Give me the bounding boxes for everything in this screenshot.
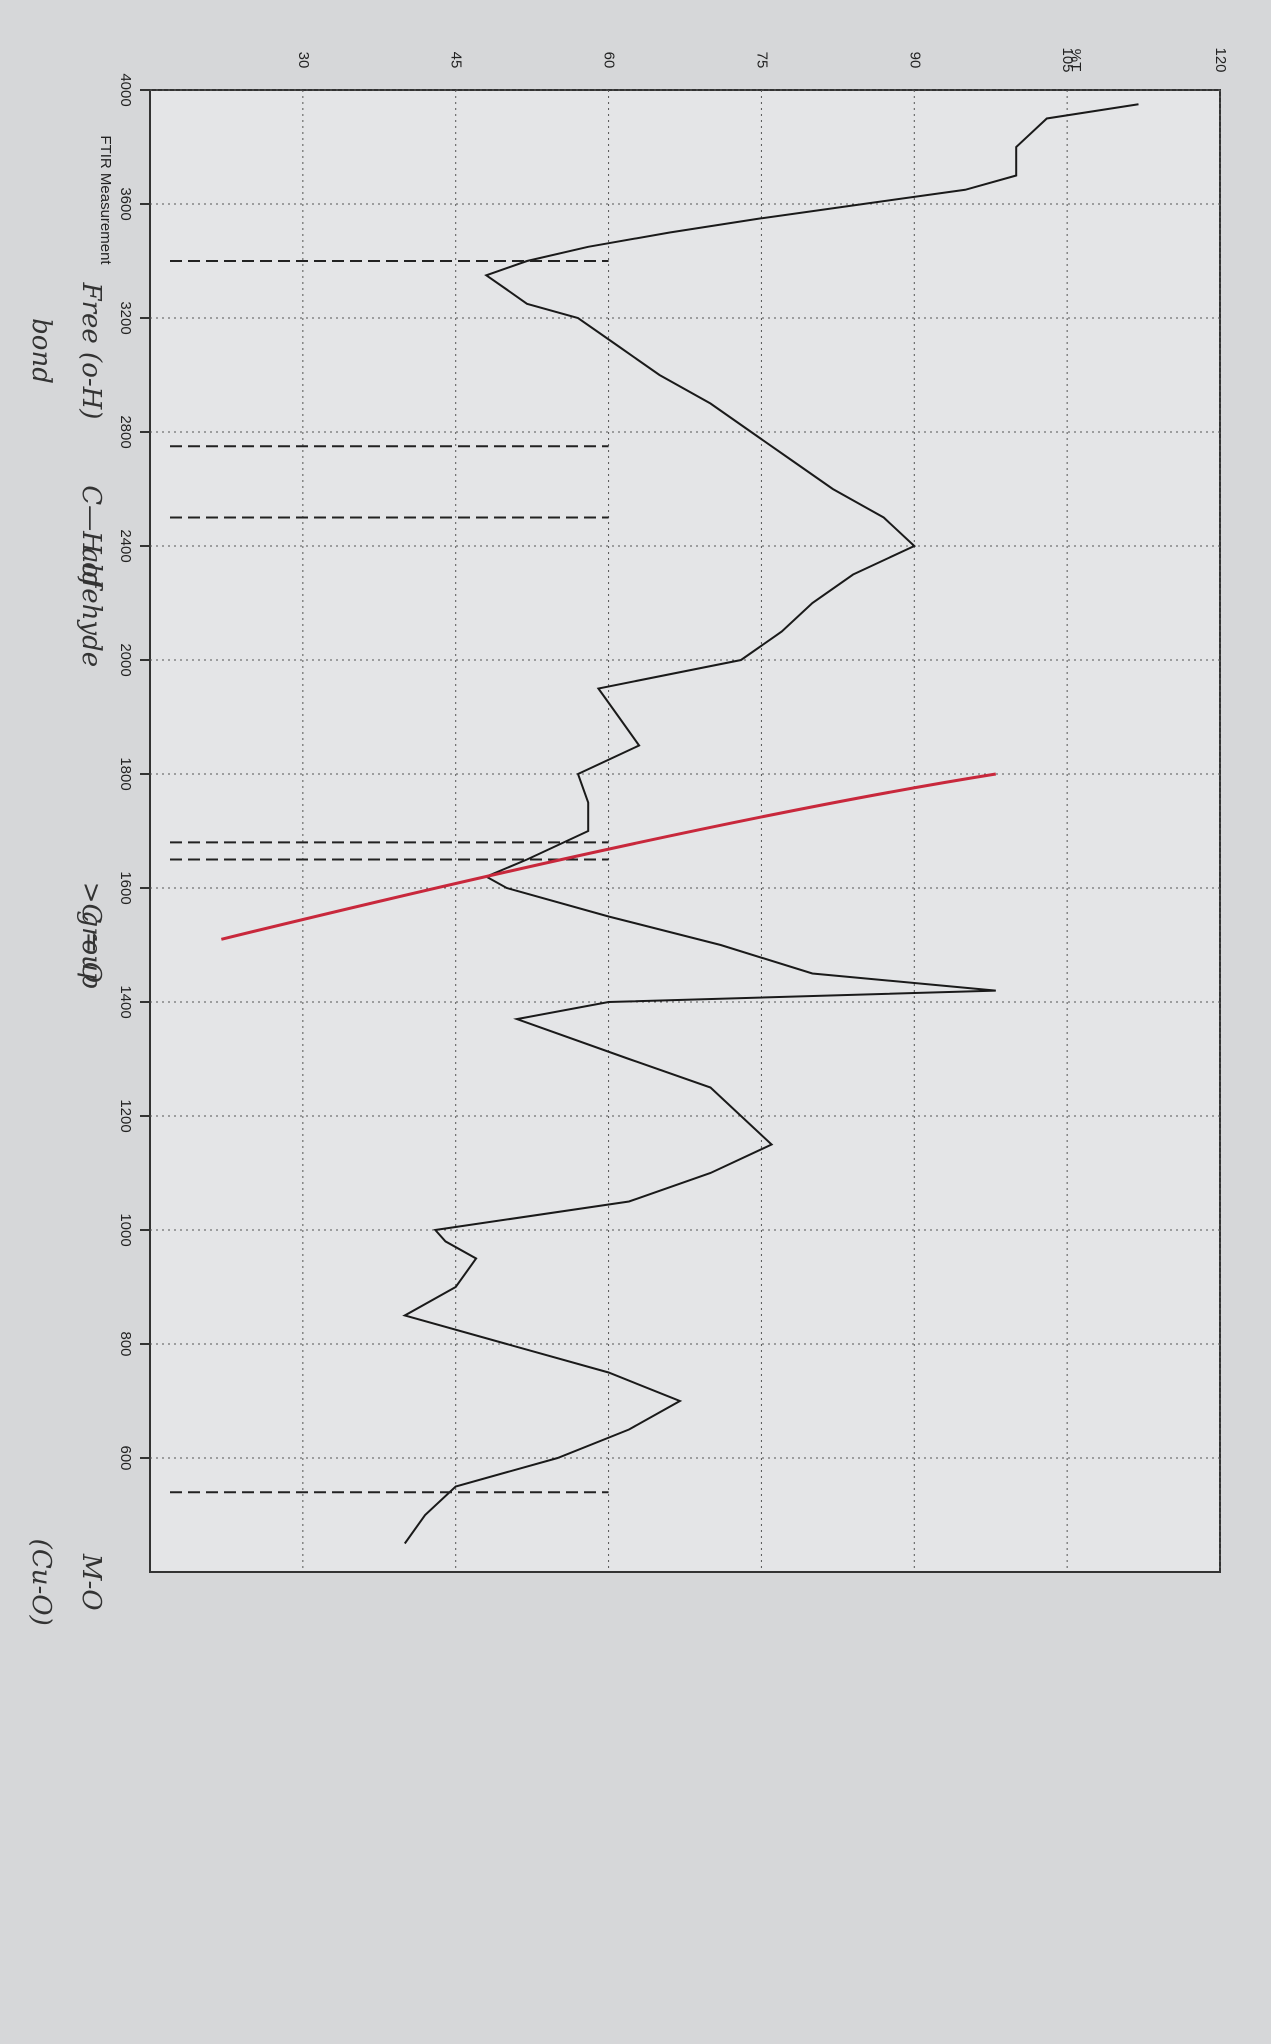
y-tick-label: 120 [1212,47,1229,72]
y-tick-label: 105 [1059,47,1076,72]
x-tick-label: 600 [117,1445,134,1470]
annotation: Free (o-H) [76,282,106,420]
annotation: aldehyde [76,548,106,667]
x-tick-label: 800 [117,1331,134,1356]
x-tick-label: 4000 [117,73,134,106]
y-tick-label: 75 [753,52,770,69]
plot-frame [150,90,1220,1572]
x-tick-label: 1600 [117,871,134,904]
annotation: M-O [76,1553,106,1611]
x-tick-label: 1400 [117,985,134,1018]
x-tick-label: 1800 [117,757,134,790]
annotation: group [76,910,106,988]
x-tick-label: 3600 [117,187,134,220]
chart-title: FTIR Measurement [97,135,114,265]
x-tick-label: 3200 [117,301,134,334]
chart: FTIR Measurement %T 30456075901051204000… [0,0,1271,2044]
x-tick-label: 2000 [117,643,134,676]
y-tick-label: 45 [448,52,465,69]
y-tick-label: 60 [601,52,618,69]
x-tick-label: 1200 [117,1099,134,1132]
page: {"chart_data": {"type": "ftir", "title":… [0,0,1271,2044]
annotation: bond [26,318,56,384]
x-tick-label: 2800 [117,415,134,448]
x-tick-label: 1000 [117,1213,134,1246]
x-tick-label: 2400 [117,529,134,562]
annotation: (Cu-O) [26,1539,56,1626]
y-tick-label: 90 [906,52,923,69]
y-tick-label: 30 [295,52,312,69]
